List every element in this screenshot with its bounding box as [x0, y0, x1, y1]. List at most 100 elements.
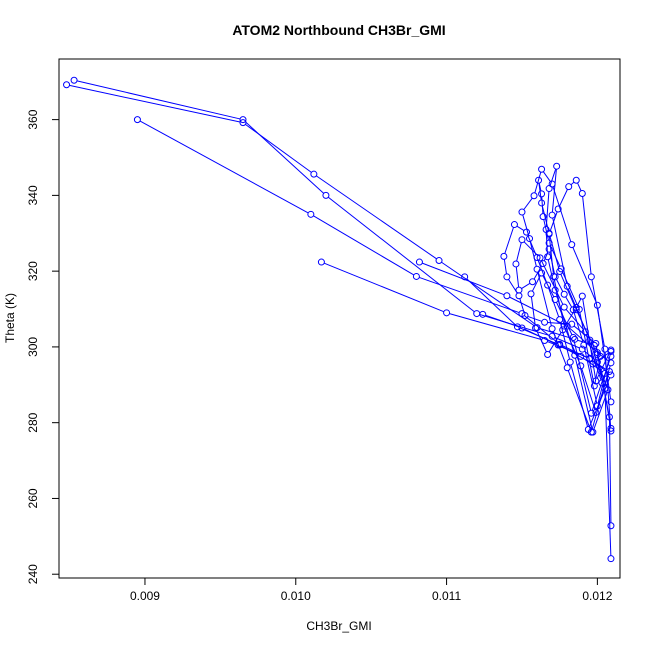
y-tick-label: 300 — [26, 337, 40, 357]
data-point — [560, 290, 568, 298]
data-point — [563, 364, 571, 372]
data-point — [503, 292, 511, 300]
data-point — [539, 260, 547, 268]
series-line-segment — [545, 191, 550, 227]
data-point — [545, 245, 553, 253]
data-point — [538, 199, 546, 207]
data-point — [554, 341, 562, 349]
series-line-segment — [466, 278, 516, 326]
x-tick-label: 0.010 — [281, 589, 311, 603]
data-point — [535, 176, 543, 184]
series-line-segment — [583, 347, 598, 404]
series-line-segment — [521, 282, 531, 289]
series-line-segment — [76, 80, 241, 120]
data-point — [317, 258, 325, 266]
series-line-segment — [582, 299, 596, 379]
series-line-segment — [572, 247, 597, 303]
data-point — [592, 377, 600, 385]
data-point — [322, 191, 330, 199]
series-line-segment — [515, 266, 520, 288]
series-line-segment — [516, 242, 522, 262]
data-point — [539, 213, 547, 221]
series-line-segment — [591, 376, 605, 411]
series-line-segment — [316, 175, 437, 260]
series-line-segment — [540, 260, 564, 305]
series-line-segment — [485, 314, 520, 328]
data-point — [607, 555, 615, 563]
data-point — [568, 320, 576, 328]
series-4 — [415, 165, 615, 436]
x-tick-label: 0.012 — [582, 589, 612, 603]
series-line-segment — [582, 196, 592, 274]
series-line-segment — [570, 364, 589, 427]
series-3 — [133, 116, 615, 435]
series-line-segment — [531, 275, 541, 292]
series-line-segment — [548, 332, 562, 353]
series-line-segment — [573, 340, 592, 411]
data-point — [572, 304, 580, 312]
data-point — [607, 424, 615, 432]
data-point — [461, 273, 469, 281]
data-point — [518, 236, 526, 244]
series-line-segment — [552, 186, 572, 242]
series-line-segment — [530, 296, 536, 326]
series-line-segment — [527, 234, 537, 255]
series-line-segment — [604, 391, 612, 556]
chart-title: ATOM2 Northbound CH3Br_GMI — [232, 22, 445, 38]
series-line-segment — [542, 275, 555, 298]
data-point — [593, 301, 601, 309]
data-point — [601, 369, 609, 377]
data-point — [532, 324, 540, 332]
series-line-segment — [422, 262, 505, 296]
data-point — [590, 382, 598, 390]
data-point — [551, 286, 559, 294]
series-line-segment — [579, 312, 595, 384]
data-point — [527, 290, 535, 298]
series-line-segment — [323, 262, 444, 313]
data-point — [551, 296, 559, 304]
x-axis: 0.009 0.010 0.011 0.012 — [130, 578, 613, 603]
y-tick-label: 260 — [26, 488, 40, 508]
data-point — [530, 192, 538, 200]
series-line-segment — [543, 251, 549, 261]
data-point — [565, 183, 573, 191]
data-point — [307, 210, 315, 218]
y-tick-label: 240 — [26, 564, 40, 584]
data-point — [587, 273, 595, 281]
series-line-segment — [523, 197, 533, 210]
series-line-segment — [533, 265, 543, 280]
series-line-segment — [567, 288, 590, 338]
series-line-segment — [555, 302, 573, 335]
data-point — [587, 409, 595, 417]
data-point — [566, 358, 574, 366]
series-line-segment — [547, 259, 555, 288]
data-point — [593, 402, 601, 410]
data-point — [526, 235, 534, 243]
series-line-segment — [537, 272, 552, 326]
series-line-segment — [549, 211, 558, 232]
data-point — [598, 379, 606, 387]
data-point — [523, 228, 530, 236]
x-axis-label: CH3Br_GMI — [306, 619, 371, 633]
data-point — [568, 241, 576, 249]
series-line-segment — [522, 214, 530, 236]
data-point — [578, 345, 586, 353]
series-line-segment — [556, 279, 564, 292]
series-7 — [479, 269, 615, 417]
series-line-segment — [449, 313, 542, 341]
series-line-segment — [523, 315, 558, 343]
data-point — [521, 311, 529, 319]
series-line-segment — [542, 171, 551, 182]
series-line-segment — [577, 298, 582, 306]
data-point — [545, 230, 553, 238]
data-point — [239, 116, 247, 124]
series-line-segment — [539, 328, 573, 339]
y-tick-label: 360 — [26, 109, 40, 129]
data-point — [607, 522, 615, 530]
x-tick-label: 0.009 — [130, 589, 160, 603]
data-point — [518, 208, 526, 216]
series-2 — [70, 76, 615, 563]
y-axis: 240 260 280 300 320 340 360 — [26, 109, 59, 584]
